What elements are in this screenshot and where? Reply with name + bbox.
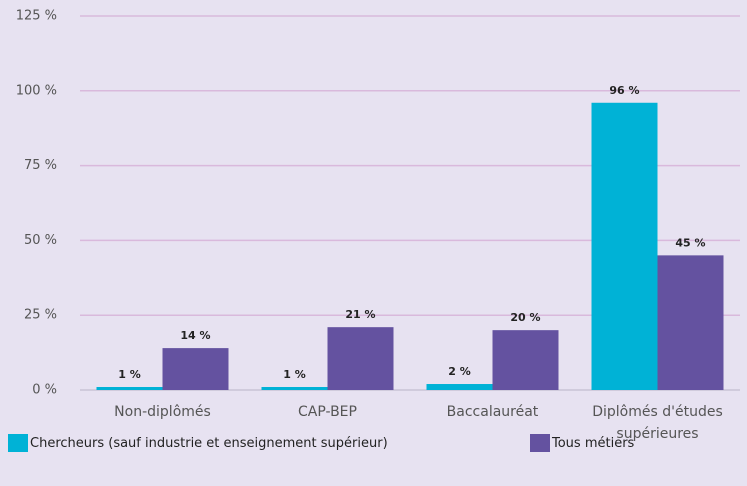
legend-item: Tous métiers — [530, 434, 634, 452]
bar — [96, 387, 163, 390]
value-label: 2 % — [448, 365, 471, 378]
y-tick-label: 100 % — [16, 83, 57, 98]
bar — [327, 327, 394, 390]
y-tick-label: 50 % — [24, 233, 57, 248]
value-label: 1 % — [118, 368, 141, 381]
value-label: 45 % — [675, 236, 705, 249]
value-label: 1 % — [283, 368, 306, 381]
value-label: 21 % — [345, 308, 375, 321]
value-label: 20 % — [510, 311, 540, 324]
value-label: 96 % — [609, 84, 639, 97]
bar — [492, 330, 559, 390]
bar — [591, 102, 658, 390]
legend-item: Chercheurs (sauf industrie et enseigneme… — [8, 434, 388, 452]
x-tick-label: Diplômés d'études supérieures — [592, 404, 723, 442]
legend-swatch — [8, 434, 28, 452]
y-tick-label: 75 % — [24, 158, 57, 173]
legend-label: Chercheurs (sauf industrie et enseigneme… — [30, 435, 388, 451]
value-label: 14 % — [180, 329, 210, 342]
x-tick-label: Baccalauréat — [446, 404, 539, 420]
legend-label: Tous métiers — [552, 435, 635, 451]
y-tick-label: 0 % — [32, 383, 57, 398]
x-tick-label: CAP-BEP — [298, 404, 357, 420]
bar — [162, 348, 229, 390]
bar — [426, 384, 493, 390]
legend-swatch — [530, 434, 550, 452]
bar — [261, 387, 328, 390]
y-tick-label: 25 % — [24, 308, 57, 323]
x-tick-label: Non-diplômés — [114, 404, 211, 420]
y-tick-label: 125 % — [16, 9, 57, 24]
bar — [657, 255, 724, 390]
